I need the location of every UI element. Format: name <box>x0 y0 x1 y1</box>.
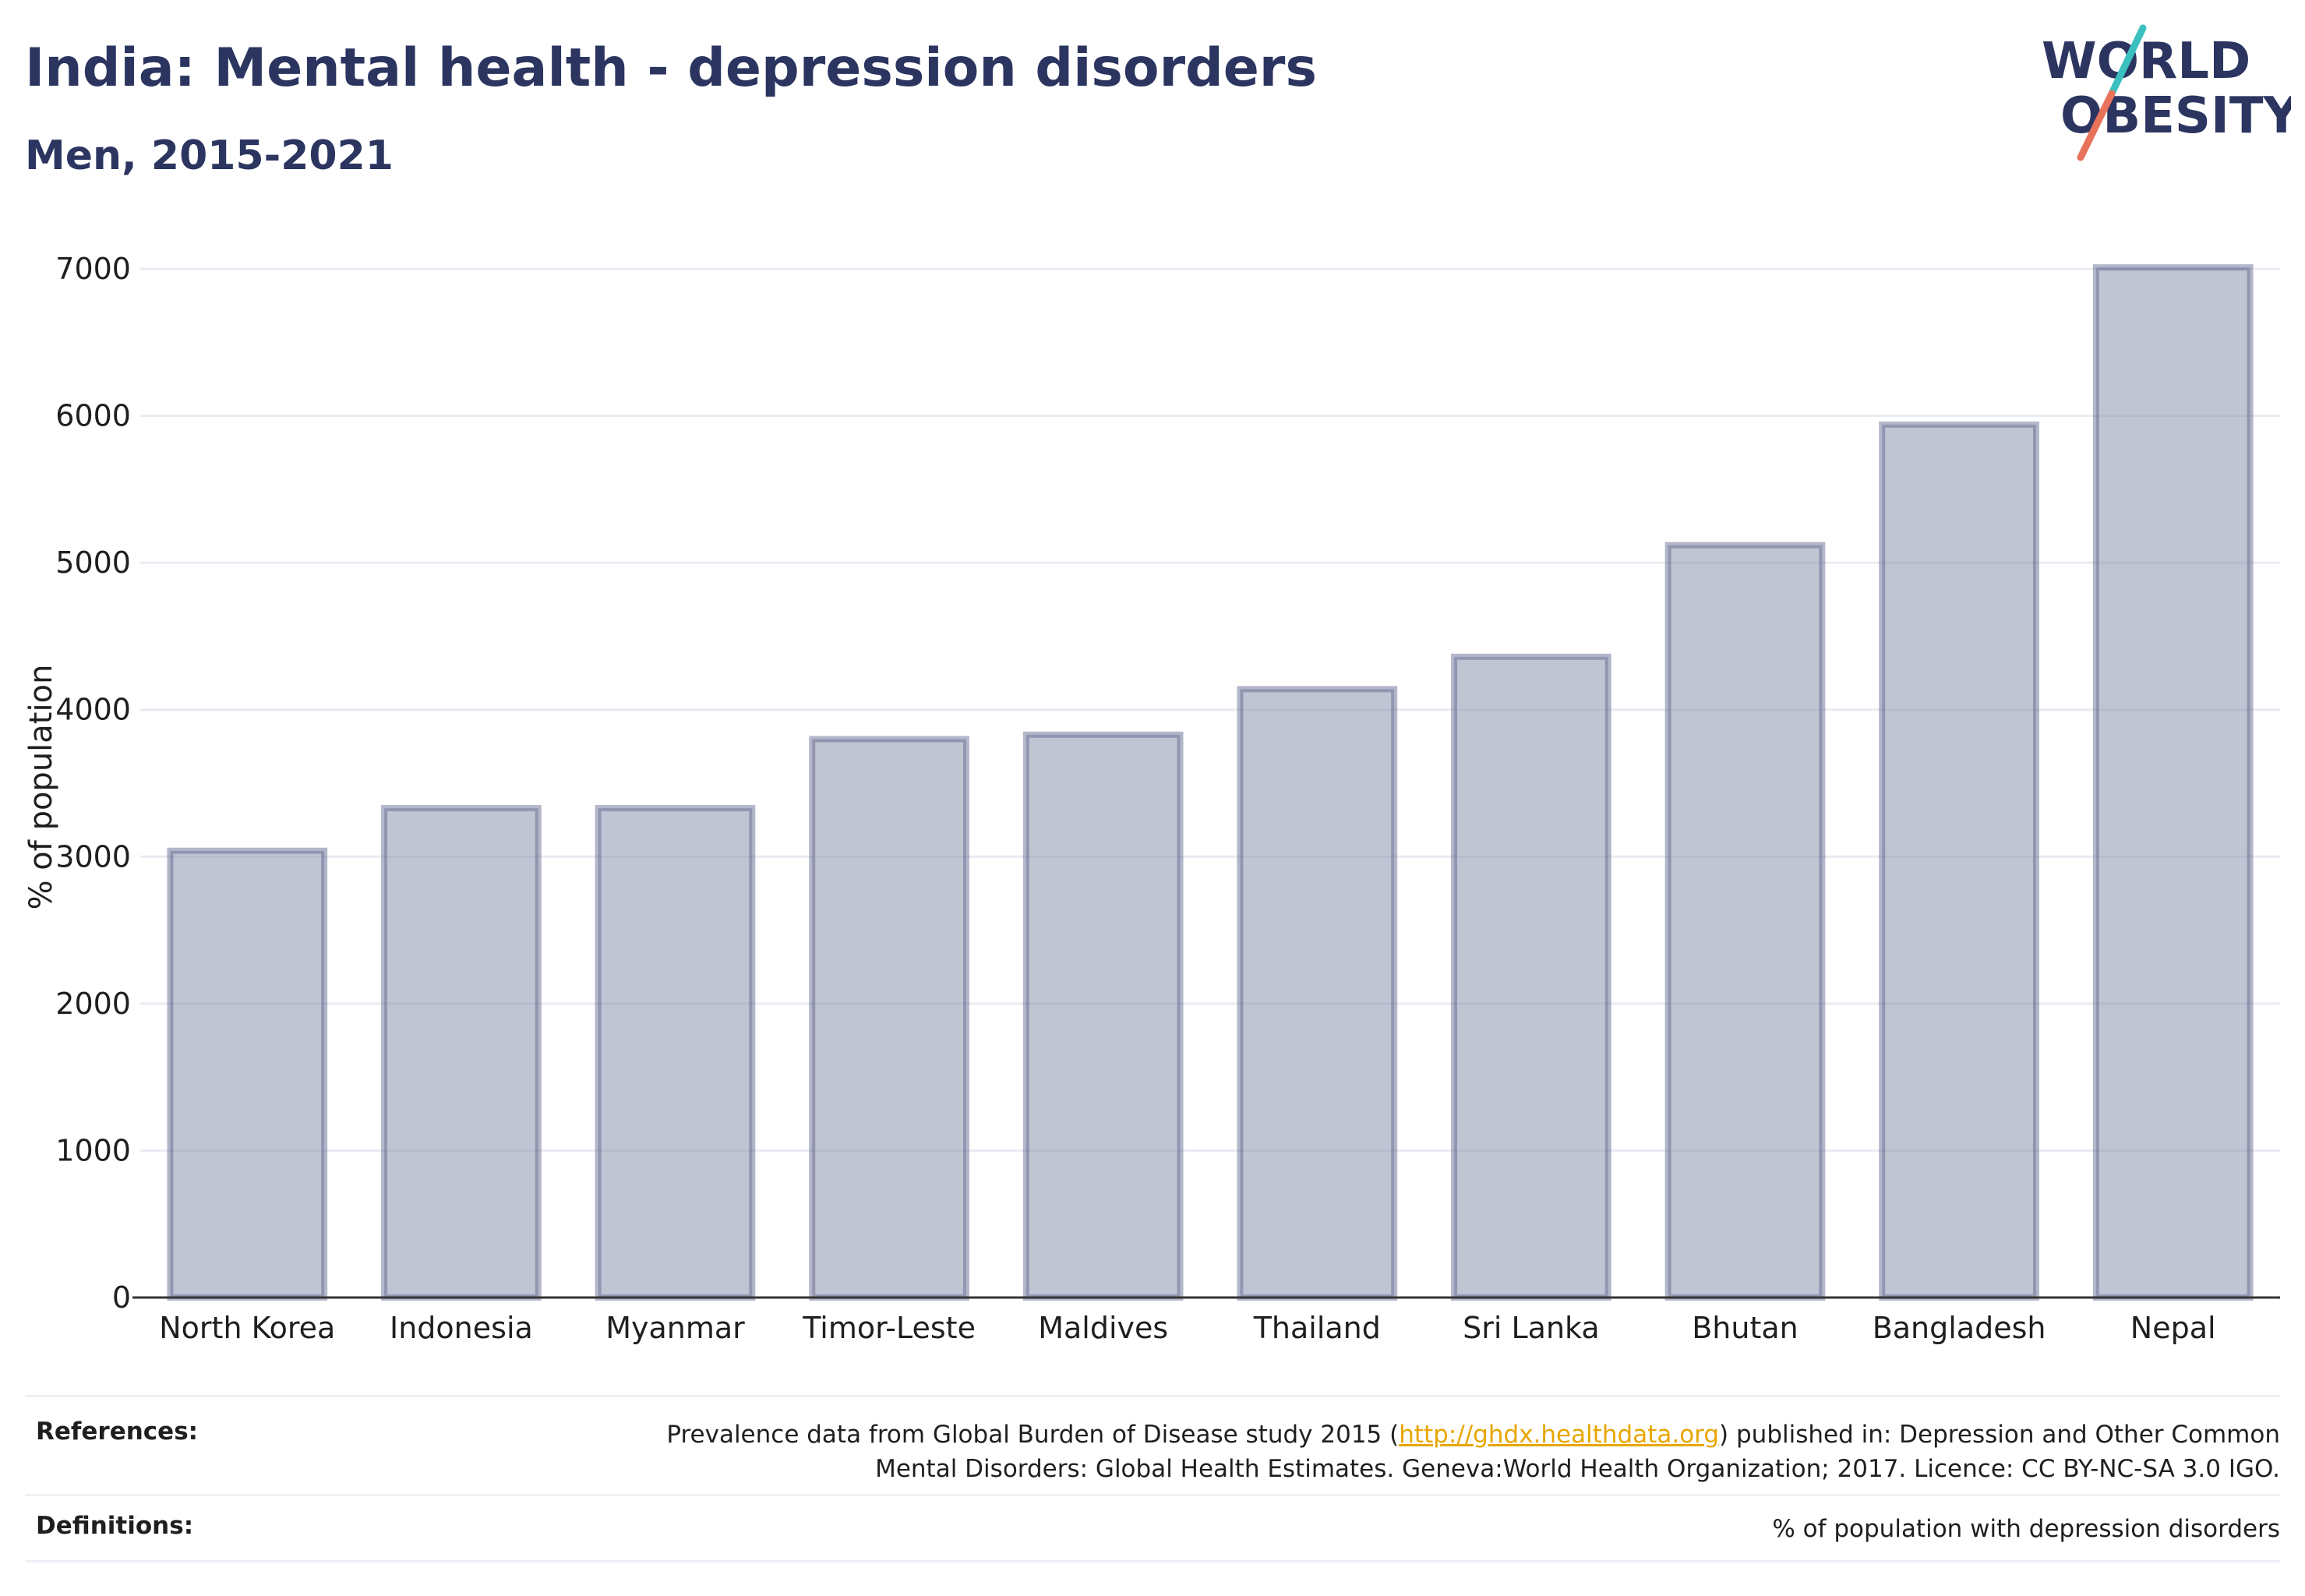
bar-bhutan <box>1664 542 1826 1301</box>
y-tick-label: 6000 <box>55 399 131 433</box>
chart-title: India: Mental health - depression disord… <box>25 37 1317 99</box>
bar-nepal <box>2092 264 2254 1301</box>
references-heading: References: <box>36 1418 199 1446</box>
world-obesity-logo: WORLD OBESITY <box>2042 24 2291 161</box>
bar-sri-lanka <box>1451 653 1611 1301</box>
bar-myanmar <box>595 805 756 1301</box>
bars <box>167 264 2254 1301</box>
references-text: Prevalence data from Global Burden of Di… <box>666 1418 2280 1486</box>
y-tick-label: 0 <box>112 1280 131 1315</box>
definitions-text: % of population with depression disorder… <box>1772 1515 2280 1543</box>
x-tick-labels: North Korea Indonesia Myanmar Timor-Leste Ma… <box>159 1311 2215 1345</box>
y-tick-label: 4000 <box>55 693 131 727</box>
definitions-section: Definitions: % of population with depres… <box>25 1496 2280 1562</box>
bar-thailand <box>1237 686 1398 1301</box>
y-tick-label: 2000 <box>55 987 131 1021</box>
references-text-part-1: Prevalence data from Global Burden of Di… <box>666 1421 1400 1449</box>
x-tick-label: Sri Lanka <box>1463 1311 1600 1345</box>
x-tick-label: Myanmar <box>605 1311 745 1345</box>
bar-bangladesh <box>1879 421 2039 1301</box>
y-tick-label: 3000 <box>55 839 131 874</box>
references-text-part-2: ) published in: Depression and Other Com… <box>1719 1421 2280 1449</box>
logo-text-world: WORLD <box>2042 33 2250 90</box>
bar-maldives <box>1022 731 1184 1301</box>
y-axis-label: % of population <box>23 665 59 910</box>
bar-indonesia <box>381 805 542 1301</box>
x-tick-label: Maldives <box>1038 1311 1168 1345</box>
x-tick-label: Bhutan <box>1692 1311 1798 1345</box>
bar-chart: 0 1000 2000 3000 4000 5000 6000 7000 North Kore… <box>23 252 2280 1345</box>
logo-slash-top <box>2108 24 2147 97</box>
x-tick-label: Bangladesh <box>1873 1311 2046 1345</box>
y-tick-label: 5000 <box>55 546 131 580</box>
x-tick-label: North Korea <box>159 1311 335 1345</box>
references-section: References: Prevalence data from Global … <box>25 1395 2280 1496</box>
definitions-heading: Definitions: <box>36 1512 194 1540</box>
y-tick-labels: 0 1000 2000 3000 4000 5000 6000 7000 <box>55 252 131 1315</box>
chart-subtitle: Men, 2015-2021 <box>25 132 394 179</box>
logo-slash-bottom <box>2077 90 2116 161</box>
x-tick-label: Indonesia <box>390 1311 533 1345</box>
y-tick-label: 1000 <box>55 1133 131 1167</box>
bar-north-korea <box>167 847 328 1301</box>
bar-timor-leste <box>809 736 969 1301</box>
x-tick-label: Nepal <box>2130 1311 2216 1345</box>
y-tick-label: 7000 <box>55 252 131 286</box>
references-link[interactable]: http://ghdx.healthdata.org <box>1399 1421 1720 1449</box>
references-text-part-3: Mental Disorders: Global Health Estimate… <box>875 1455 2280 1483</box>
x-tick-label: Timor-Leste <box>802 1311 976 1345</box>
x-tick-label: Thailand <box>1253 1311 1381 1345</box>
